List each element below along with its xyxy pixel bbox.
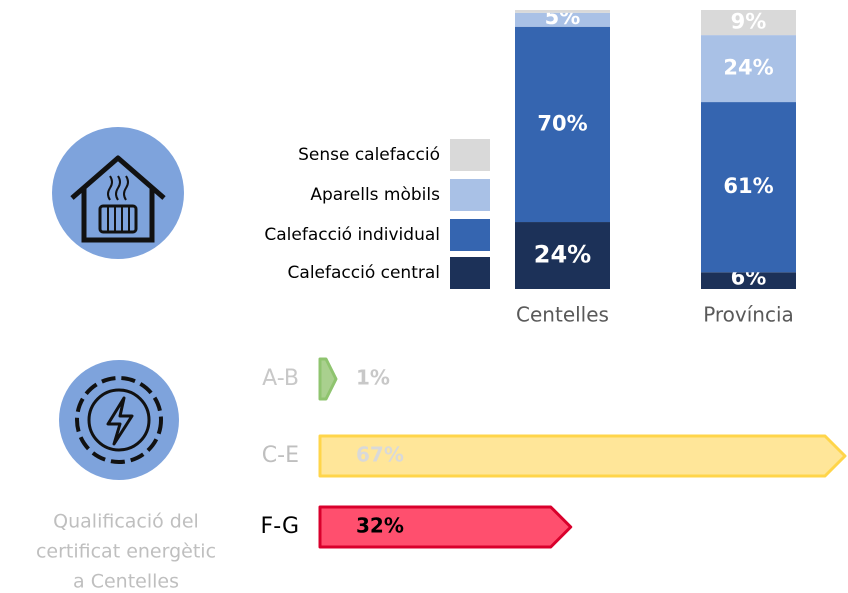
legend-label: Aparells mòbils [310, 185, 440, 205]
bar-segment [701, 102, 796, 273]
bar [318, 505, 573, 549]
bar-segment [701, 10, 796, 36]
energy-certificate-chart: A-B 1% C-E 67% F-G 32% Qualificació del certifi… [36, 357, 847, 593]
legend-label: Calefacció central [288, 263, 440, 283]
value-label: 5% [545, 5, 581, 29]
value-label: 32% [356, 514, 404, 538]
value-label: 9% [731, 10, 767, 34]
bar [318, 357, 338, 401]
legend-swatch [450, 179, 490, 211]
legend-swatch [450, 257, 490, 289]
bar-segment [515, 222, 610, 289]
value-label: 70% [537, 111, 587, 135]
x-tick-label: Província [703, 303, 794, 327]
chart-title: Qualificació del [53, 511, 199, 533]
category-label: F-G [261, 514, 299, 539]
energy-icon [59, 360, 179, 480]
bar-segment [701, 35, 796, 103]
house-icon [52, 127, 184, 259]
bar-segment [515, 10, 610, 13]
category-label: C-E [262, 443, 299, 468]
bar-segment [515, 12, 610, 27]
bar [318, 434, 847, 478]
legend-swatch [450, 219, 490, 251]
chart-title: certificat energètic [36, 541, 216, 563]
value-label: 1% [356, 366, 390, 390]
bar-segment [515, 26, 610, 223]
value-label: 24% [534, 241, 591, 269]
legend-label: Calefacció individual [264, 225, 440, 245]
value-label: 61% [723, 174, 773, 198]
legend-label: Sense calefacció [298, 145, 440, 165]
x-tick-label: Centelles [516, 303, 609, 327]
heating-chart: 24%70%5%Centelles6%61%24%9%ProvínciaCale… [264, 5, 796, 327]
legend-swatch [450, 139, 490, 171]
category-label: A-B [262, 366, 299, 391]
value-label: 24% [723, 56, 773, 80]
chart-title: a Centelles [73, 571, 179, 593]
value-label: 67% [356, 443, 404, 467]
bar-segment [701, 272, 796, 289]
